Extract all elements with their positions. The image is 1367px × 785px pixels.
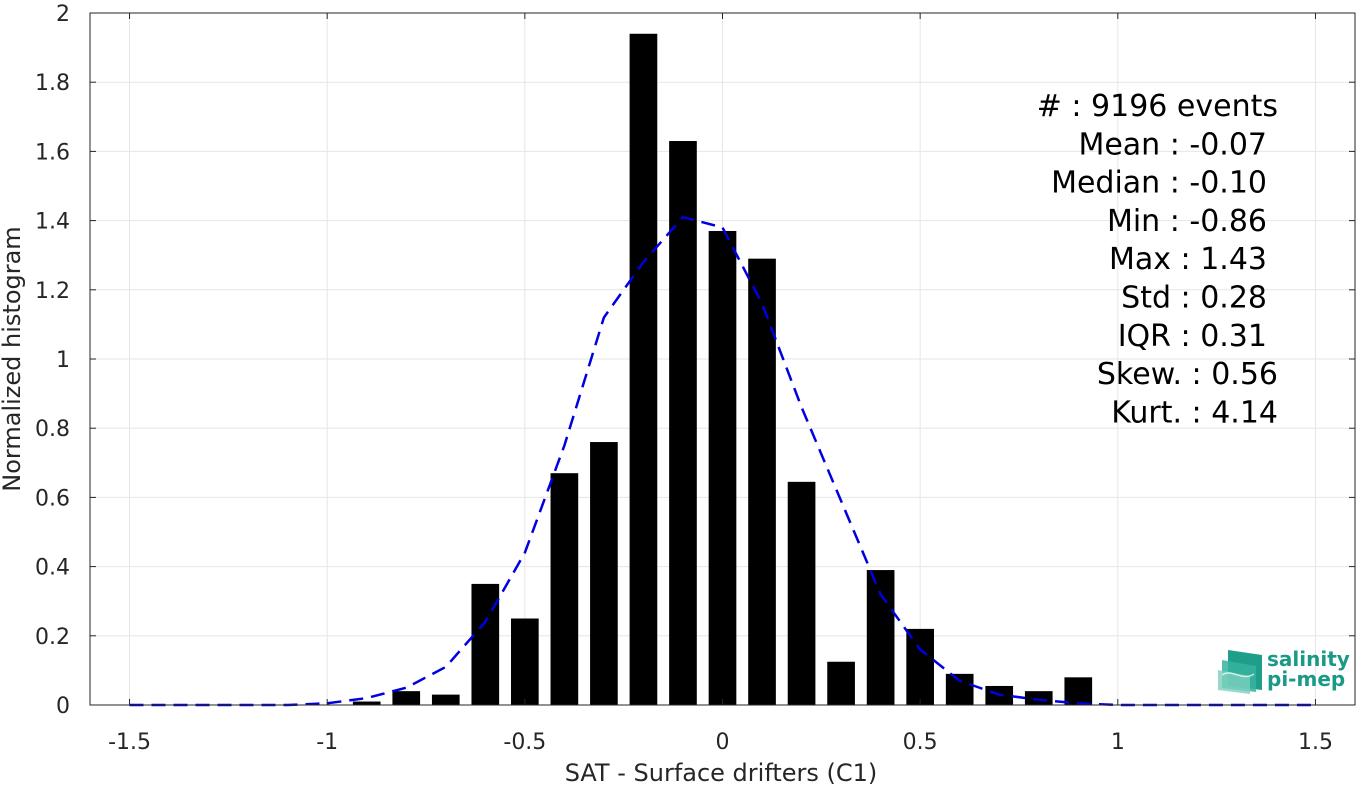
histogram-bar: [906, 628, 934, 705]
histogram-bar: [748, 258, 776, 705]
x-tick-label: 0.5: [903, 730, 938, 755]
histogram-bar: [787, 481, 816, 705]
histogram-bar: [669, 141, 697, 705]
histogram-bar: [392, 691, 421, 705]
y-tick-label: 1.4: [35, 210, 70, 235]
histogram-bar: [1064, 677, 1093, 705]
x-tick-label: 0: [716, 730, 730, 755]
salinity-pi-mep-logo: salinity pi-mep: [1218, 647, 1350, 694]
histogram-bar: [352, 701, 381, 705]
stat-line: Max : 1.43: [1109, 242, 1267, 277]
stat-line: IQR : 0.31: [1118, 319, 1267, 354]
y-tick-label: 0.4: [35, 556, 70, 581]
x-tick-label: 1: [1111, 730, 1125, 755]
histogram-bar: [827, 661, 855, 705]
histogram-bars: [352, 33, 1093, 706]
y-tick-label: 0.2: [35, 625, 70, 650]
x-tick-label: -0.5: [503, 730, 546, 755]
x-axis-ticks: -1.5 -1 -0.5 0 0.5 1 1.5: [108, 13, 1333, 755]
stat-line: Skew. : 0.56: [1097, 357, 1278, 392]
histogram-bar: [945, 673, 974, 705]
histogram-bar: [550, 473, 579, 705]
histogram-bar: [511, 618, 539, 705]
stat-line: Median : -0.10: [1051, 166, 1267, 201]
y-tick-label: 1.2: [35, 279, 70, 304]
y-tick-label: 0.8: [35, 417, 70, 442]
x-tick-label: 1.5: [1298, 730, 1333, 755]
histogram-bar: [431, 694, 460, 705]
logo-mark-icon: [1218, 650, 1262, 694]
stat-line: Mean : -0.07: [1078, 127, 1267, 162]
histogram-bar: [629, 33, 658, 705]
x-tick-label: -1.5: [108, 730, 151, 755]
y-tick-label: 0.6: [35, 486, 70, 511]
y-tick-label: 2: [56, 2, 70, 27]
x-axis-label: SAT - Surface drifters (C1): [565, 759, 878, 785]
histogram-bar: [866, 570, 895, 705]
histogram-bar: [1024, 691, 1053, 705]
y-axis-ticks: 0 0.2 0.4 0.6 0.8 1 1.2 1.4 1.6 1.8 2: [35, 2, 1355, 719]
stat-line: Std : 0.28: [1121, 281, 1267, 316]
histogram-bar: [708, 230, 737, 706]
y-axis-label: Normalized histogram: [0, 226, 26, 491]
y-tick-label: 1: [56, 348, 70, 373]
y-tick-label: 1.8: [35, 71, 70, 96]
stat-line: Min : -0.86: [1107, 204, 1267, 239]
histogram-bar: [471, 583, 500, 705]
stat-line: Kurt. : 4.14: [1111, 395, 1278, 430]
y-tick-label: 0: [56, 694, 70, 719]
logo-text-pi-mep: pi-mep: [1267, 667, 1345, 691]
stat-line: # : 9196 events: [1037, 89, 1278, 124]
histogram-bar: [590, 442, 618, 705]
logo-text-salinity: salinity: [1267, 647, 1350, 671]
y-tick-label: 1.6: [35, 140, 70, 165]
x-tick-label: -1: [316, 730, 338, 755]
